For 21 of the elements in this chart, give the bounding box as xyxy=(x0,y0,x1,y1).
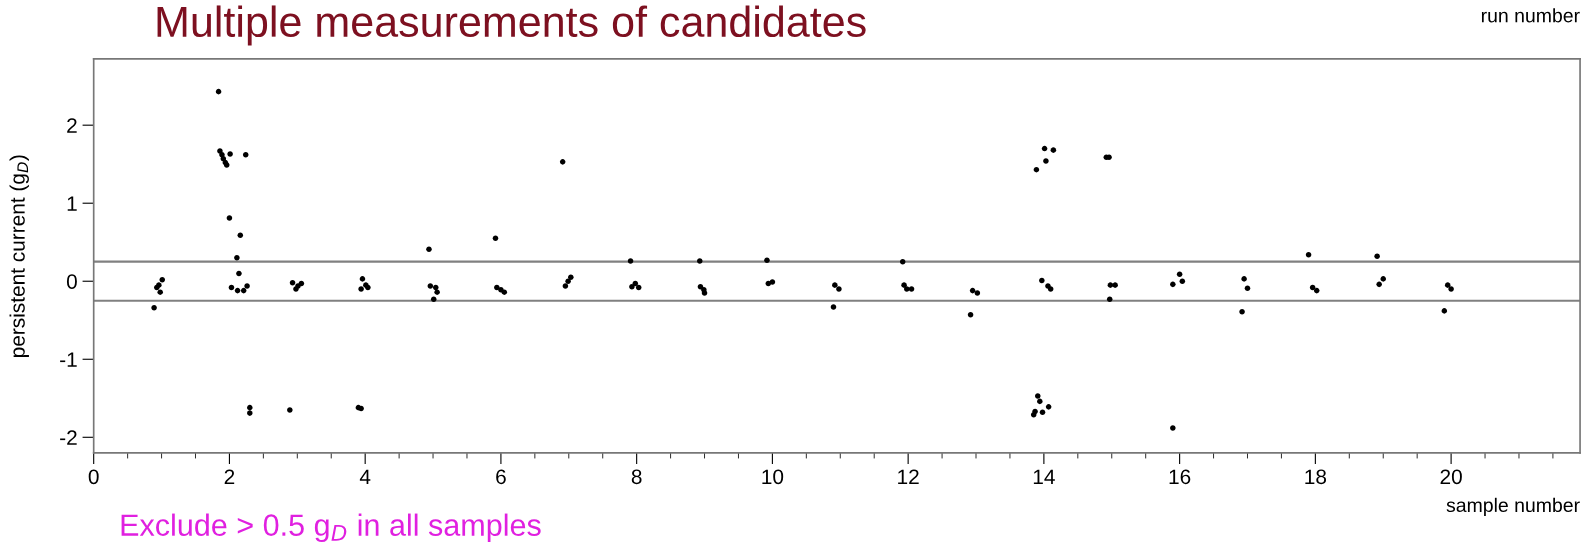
y-tick-label: 0 xyxy=(66,274,77,289)
x-tick-label: 0 xyxy=(88,469,99,485)
y-tick-label: 2 xyxy=(67,118,77,133)
x-tick-label: 18 xyxy=(1305,469,1327,485)
x-tick-label: 12 xyxy=(898,469,919,484)
y-axis-title: persistent current (g$_{D}$) xyxy=(9,155,29,357)
chart-title: Multiple measurements of candidates xyxy=(157,5,866,46)
x-tick-label: 16 xyxy=(1169,469,1191,485)
x-tick-label: 2 xyxy=(224,469,235,484)
x-tick-label: 6 xyxy=(496,469,506,485)
text: Exclude > 0.5 g$_{D}$ in all samples xyxy=(121,513,541,543)
y-tick-label: -2 xyxy=(60,430,77,445)
x-tick-label: 10 xyxy=(762,469,784,485)
x-tick-label: 4 xyxy=(359,469,371,484)
y-tick-label: -1 xyxy=(60,352,77,367)
x2-axis-title: run number xyxy=(1481,8,1580,23)
x-tick-label: 8 xyxy=(631,469,642,485)
x-tick-label: 20 xyxy=(1440,469,1462,485)
x-tick-label: 14 xyxy=(1033,469,1055,484)
y-tick-label: 1 xyxy=(67,196,77,211)
x-axis-title: sample number xyxy=(1446,497,1580,516)
